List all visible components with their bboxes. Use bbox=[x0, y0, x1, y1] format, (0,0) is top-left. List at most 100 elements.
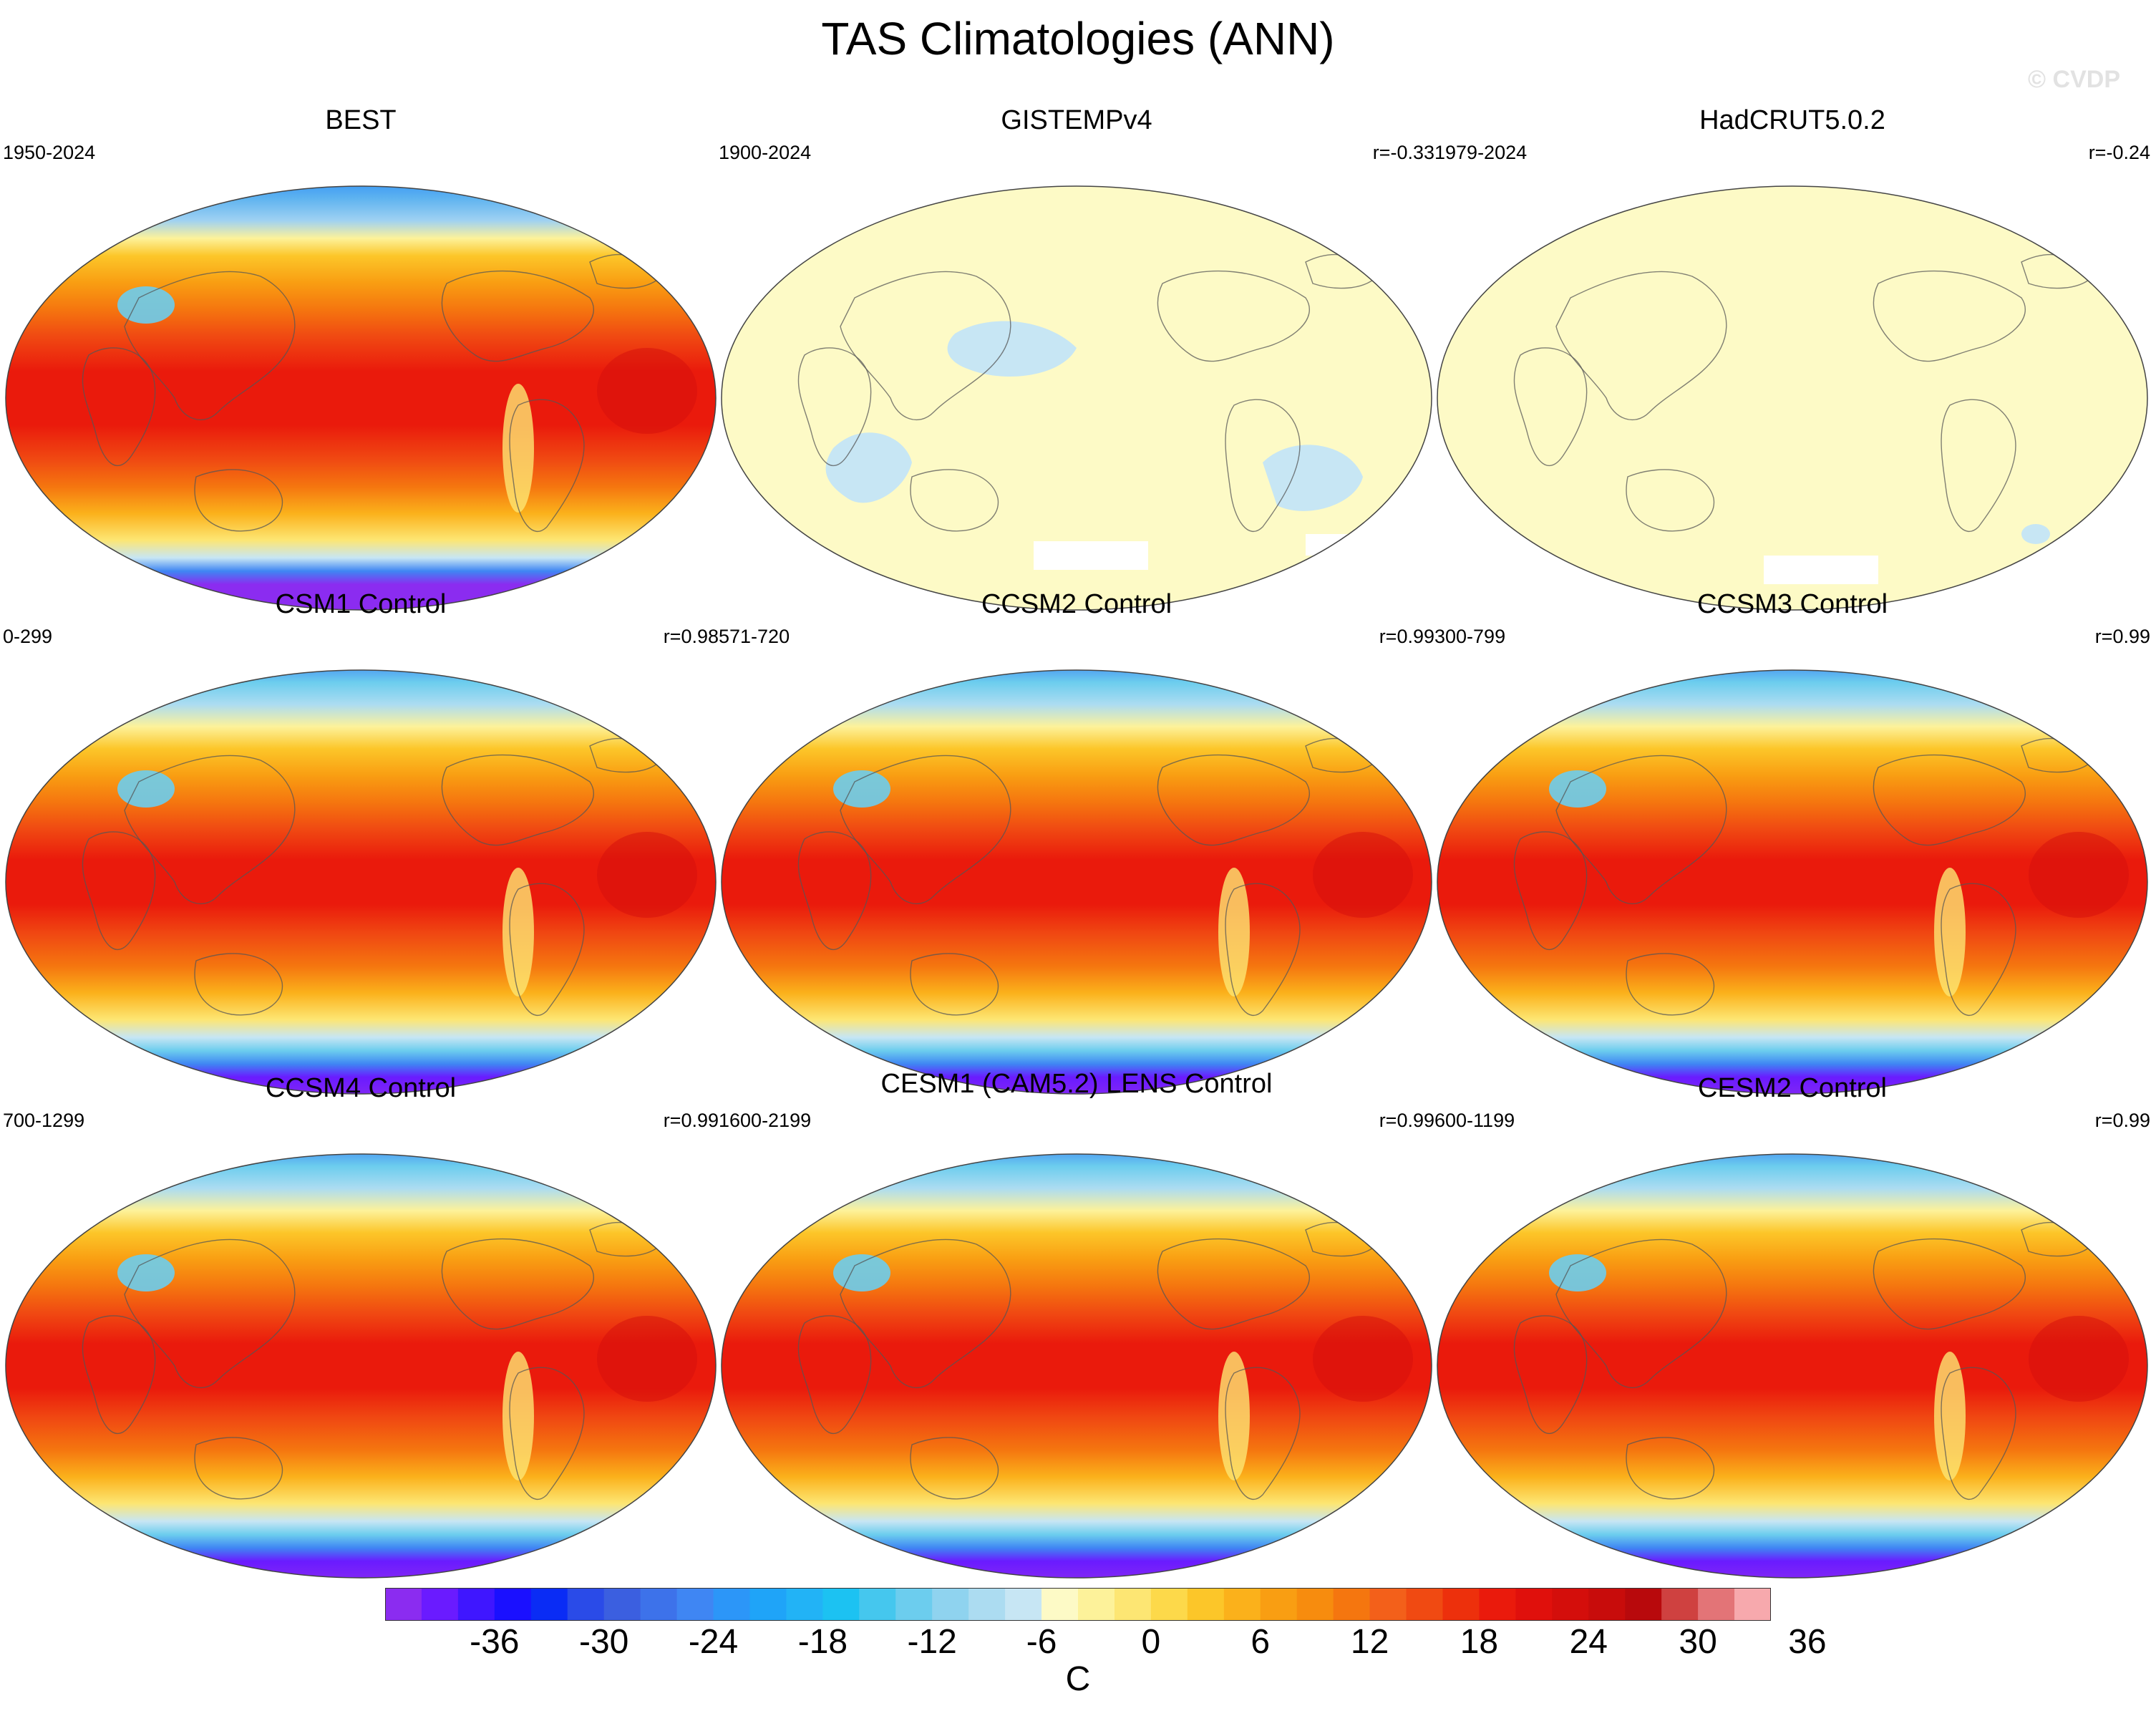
coastline bbox=[124, 755, 296, 904]
map-panel-best: BEST 1950-2024 bbox=[3, 105, 719, 611]
colorbar-tick-label: -12 bbox=[907, 1623, 957, 1661]
andes-cool-strip bbox=[502, 868, 534, 997]
map-border bbox=[1437, 185, 2148, 611]
coastline bbox=[797, 347, 872, 467]
colorbar-swatch bbox=[1114, 1588, 1152, 1621]
temperature-field bbox=[1437, 1154, 2147, 1578]
missing-data-patch bbox=[1764, 556, 1878, 584]
colorbar-swatch bbox=[1406, 1588, 1443, 1621]
colorbar-swatch bbox=[640, 1588, 678, 1621]
colorbar-swatch bbox=[1078, 1588, 1115, 1621]
map-border bbox=[1437, 669, 2148, 1095]
colorbar-frame bbox=[385, 1588, 1771, 1621]
panel-title: CESM1 (CAM5.2) LENS Control bbox=[880, 1069, 1273, 1099]
panel-correlation: r=-0.33 bbox=[1372, 142, 1434, 163]
temperature-field bbox=[6, 670, 716, 1094]
colorbar-swatch bbox=[603, 1588, 641, 1621]
coastline bbox=[1873, 754, 2026, 846]
coastline bbox=[194, 1437, 283, 1500]
colorbar-swatch bbox=[786, 1588, 823, 1621]
colorbar-swatch bbox=[1698, 1588, 1735, 1621]
panel-period: 300-799 bbox=[1434, 626, 1506, 647]
colorbar-swatch bbox=[1187, 1588, 1225, 1621]
map-panel-hadcrut: HadCRUT5.0.2 1979-2024 r=-0.24 bbox=[1434, 105, 2150, 611]
colorbar-swatch bbox=[530, 1588, 568, 1621]
colorbar-swatch bbox=[567, 1588, 605, 1621]
colorbar-swatch bbox=[859, 1588, 896, 1621]
temperature-map bbox=[1437, 1153, 2148, 1579]
coastline bbox=[1225, 399, 1301, 532]
coastline bbox=[441, 1238, 594, 1330]
map-fill-group bbox=[722, 670, 1432, 1094]
coastline bbox=[1225, 883, 1301, 1016]
coastline bbox=[1555, 755, 1727, 904]
map-fill-group bbox=[722, 186, 1432, 610]
coastline bbox=[82, 831, 156, 951]
coastline bbox=[1555, 271, 1727, 420]
coastline bbox=[1157, 1238, 1310, 1330]
map-panel-csm1: CSM1 Control 0-299 r=0.98 bbox=[3, 588, 719, 1095]
map-fill-group bbox=[1437, 670, 2147, 1094]
colorbar-swatch bbox=[494, 1588, 532, 1621]
map-fill-group bbox=[6, 186, 716, 610]
map-fill-group bbox=[1437, 186, 2147, 610]
tibet-cold-spot bbox=[1549, 1254, 1606, 1291]
coastline bbox=[509, 883, 585, 1016]
map-border bbox=[721, 669, 1432, 1095]
colorbar-swatch bbox=[1442, 1588, 1480, 1621]
coastline bbox=[82, 347, 156, 467]
coastline bbox=[1873, 1238, 2026, 1330]
cool-anomaly-patch bbox=[1263, 445, 1363, 511]
missing-data-patch bbox=[1034, 541, 1148, 570]
colorbar bbox=[385, 1588, 1771, 1621]
africa-warm-spot bbox=[2029, 832, 2129, 918]
panel-title: CSM1 Control bbox=[275, 589, 447, 619]
panel-title: CCSM4 Control bbox=[265, 1073, 457, 1103]
panel-title: CESM2 Control bbox=[1698, 1073, 1887, 1103]
temperature-field bbox=[722, 1154, 1432, 1578]
colorbar-swatch bbox=[457, 1588, 495, 1621]
colorbar-swatch bbox=[1588, 1588, 1626, 1621]
coastline bbox=[1555, 1238, 1727, 1388]
panel-title: BEST bbox=[325, 105, 397, 135]
temperature-map bbox=[5, 669, 717, 1095]
map-fill-group bbox=[6, 670, 716, 1094]
coastline bbox=[1626, 469, 1715, 532]
temperature-map bbox=[5, 185, 717, 611]
panel-period: 1600-2199 bbox=[719, 1110, 812, 1131]
temperature-field bbox=[722, 670, 1432, 1094]
colorbar-swatch bbox=[1625, 1588, 1662, 1621]
temperature-map bbox=[1437, 185, 2148, 611]
colorbar-swatch bbox=[421, 1588, 459, 1621]
panel-period: 1900-2024 bbox=[719, 142, 812, 163]
coastline bbox=[1225, 1367, 1301, 1500]
africa-warm-spot bbox=[1313, 1316, 1413, 1402]
coastline bbox=[509, 1367, 585, 1500]
map-panel-ccsm3: CCSM3 Control 300-799 r=0.99 bbox=[1434, 588, 2150, 1095]
colorbar-swatch bbox=[1041, 1588, 1079, 1621]
coastline bbox=[194, 469, 283, 532]
africa-warm-spot bbox=[1313, 832, 1413, 918]
panel-period: 700-1299 bbox=[3, 1110, 85, 1131]
colorbar-swatch bbox=[385, 1588, 422, 1621]
missing-data-patch bbox=[1306, 534, 1392, 556]
colorbar-tick-label: -18 bbox=[797, 1623, 848, 1661]
colorbar-tick-label: 18 bbox=[1460, 1623, 1499, 1661]
cool-anomaly-patch bbox=[947, 321, 1077, 377]
map-panel-gistemp: GISTEMPv4 1900-2024 r=-0.33 bbox=[719, 105, 1434, 611]
temperature-field bbox=[1437, 186, 2147, 610]
map-border bbox=[5, 669, 717, 1095]
cvdp-watermark: © CVDP bbox=[2028, 66, 2120, 93]
colorbar-swatch bbox=[968, 1588, 1006, 1621]
coastline bbox=[1513, 1315, 1588, 1435]
andes-cool-strip bbox=[1218, 868, 1250, 997]
colorbar-tick-label: -36 bbox=[470, 1623, 520, 1661]
colorbar-swatch bbox=[895, 1588, 933, 1621]
colorbar-tick-label: -24 bbox=[688, 1623, 739, 1661]
cool-anomaly-patch bbox=[2021, 524, 2050, 544]
panel-correlation: r=-0.24 bbox=[2088, 142, 2150, 163]
coastline bbox=[1626, 953, 1715, 1016]
panel-correlation: r=0.98 bbox=[663, 626, 719, 647]
colorbar-swatch bbox=[932, 1588, 969, 1621]
africa-warm-spot bbox=[2029, 1316, 2129, 1402]
